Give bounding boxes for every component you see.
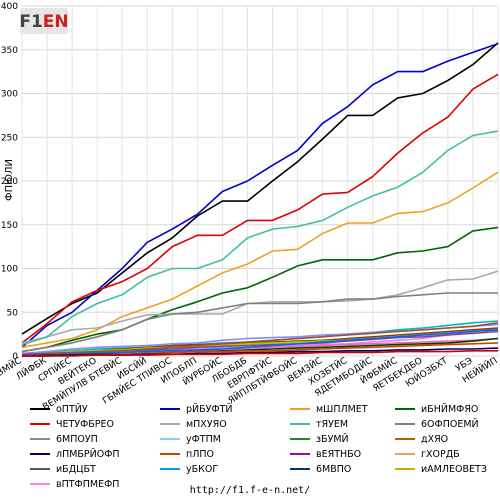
- legend-label: гХОРДБ: [421, 449, 460, 460]
- legend-item: мПХУЯО: [160, 419, 227, 430]
- legend-item: рЙБУФТЙ: [160, 403, 233, 415]
- legend-label: вЕЯТНБО: [316, 449, 361, 460]
- y-tick-label: 50: [7, 308, 19, 318]
- legend-label: уБКОГ: [186, 464, 218, 475]
- y-tick-label: 400: [1, 2, 18, 12]
- legend-item: тЯУЕМ: [290, 419, 348, 430]
- legend-item: уФТПМ: [160, 434, 221, 445]
- y-tick-label: 150: [1, 221, 18, 231]
- legend-item: иАМЛЕОВЕТЗ: [395, 464, 487, 475]
- legend-item: 6МВПО: [290, 464, 351, 475]
- series-line: [21, 73, 499, 344]
- y-axis-label: ФПЮЛИ: [4, 159, 15, 201]
- watermark-text: F1EN: [19, 12, 68, 32]
- legend-label: ЧЕТУФБРЕО: [56, 419, 114, 430]
- series-line: [21, 226, 499, 353]
- legend-label: тЯУЕМ: [316, 419, 348, 430]
- legend: оПТЙУ рЙБУФТЙ мШПЛМЕТ иБНЙМФЯО ЧЕТУФБРЕО мПХУ…: [30, 403, 487, 490]
- legend-item: мШПЛМЕТ: [290, 404, 368, 415]
- legend-label: мШПЛМЕТ: [316, 404, 368, 415]
- y-tick-label: 300: [1, 90, 18, 100]
- watermark-logo: F1EN: [19, 8, 69, 34]
- legend-item: дХЯО: [395, 434, 448, 445]
- series-line: [21, 329, 499, 357]
- series-line: [21, 292, 498, 353]
- y-tick-label: 250: [1, 133, 18, 143]
- series-group: [21, 42, 499, 357]
- series-line: [21, 322, 499, 357]
- legend-item: иБДЦБТ: [30, 464, 96, 475]
- legend-item: зБУМЙ: [290, 433, 349, 445]
- y-tick-label: 350: [1, 46, 18, 56]
- legend-item: иБНЙМФЯО: [395, 403, 478, 415]
- y-tick-label: 0: [12, 352, 18, 362]
- y-tick-label: 100: [1, 265, 18, 275]
- legend-label: дХЯО: [421, 434, 448, 445]
- legend-label: лПМБРЙОФП: [56, 448, 120, 460]
- legend-item: лПМБРЙОФП: [30, 448, 120, 460]
- series-line: [22, 349, 498, 357]
- series-line: [21, 130, 499, 346]
- legend-item: уБКОГ: [160, 464, 218, 475]
- legend-label: уФТПМ: [186, 434, 221, 445]
- legend-label: 6МВПО: [316, 464, 351, 475]
- legend-label: пЛПО: [186, 449, 214, 460]
- legend-item: вЕЯТНБО: [290, 449, 361, 460]
- legend-label: вПТФПМЕФП: [56, 479, 119, 490]
- legend-item: вПТФПМЕФП: [30, 479, 119, 490]
- legend-label: иБДЦБТ: [56, 464, 96, 475]
- legend-item: 6ОФПОЕМЙ: [395, 418, 479, 430]
- legend-item: ЧЕТУФБРЕО: [30, 419, 114, 430]
- legend-label: мПХУЯО: [186, 419, 227, 430]
- y-axis: 0 50 100 150 200 250 300 350 400: [1, 2, 18, 362]
- series-line: [21, 42, 499, 348]
- y-tick-label: 200: [1, 177, 18, 187]
- legend-item: оПТЙУ: [30, 403, 88, 415]
- legend-label: 6МПОУП: [56, 434, 98, 445]
- watermark-badge: [20, 8, 68, 34]
- legend-label: иАМЛЕОВЕТЗ: [421, 464, 487, 475]
- legend-item: гХОРДБ: [395, 449, 460, 460]
- legend-item: 6МПОУП: [30, 434, 98, 445]
- legend-label: рЙБУФТЙ: [186, 403, 233, 415]
- series-line: [21, 270, 499, 344]
- legend-item: пЛПО: [160, 449, 214, 460]
- footer-url[interactable]: http://f1.f-e-n.net/: [190, 485, 310, 496]
- legend-label: иБНЙМФЯО: [421, 403, 478, 415]
- legend-label: оПТЙУ: [56, 403, 88, 415]
- legend-label: зБУМЙ: [316, 433, 349, 445]
- legend-label: 6ОФПОЕМЙ: [421, 418, 479, 430]
